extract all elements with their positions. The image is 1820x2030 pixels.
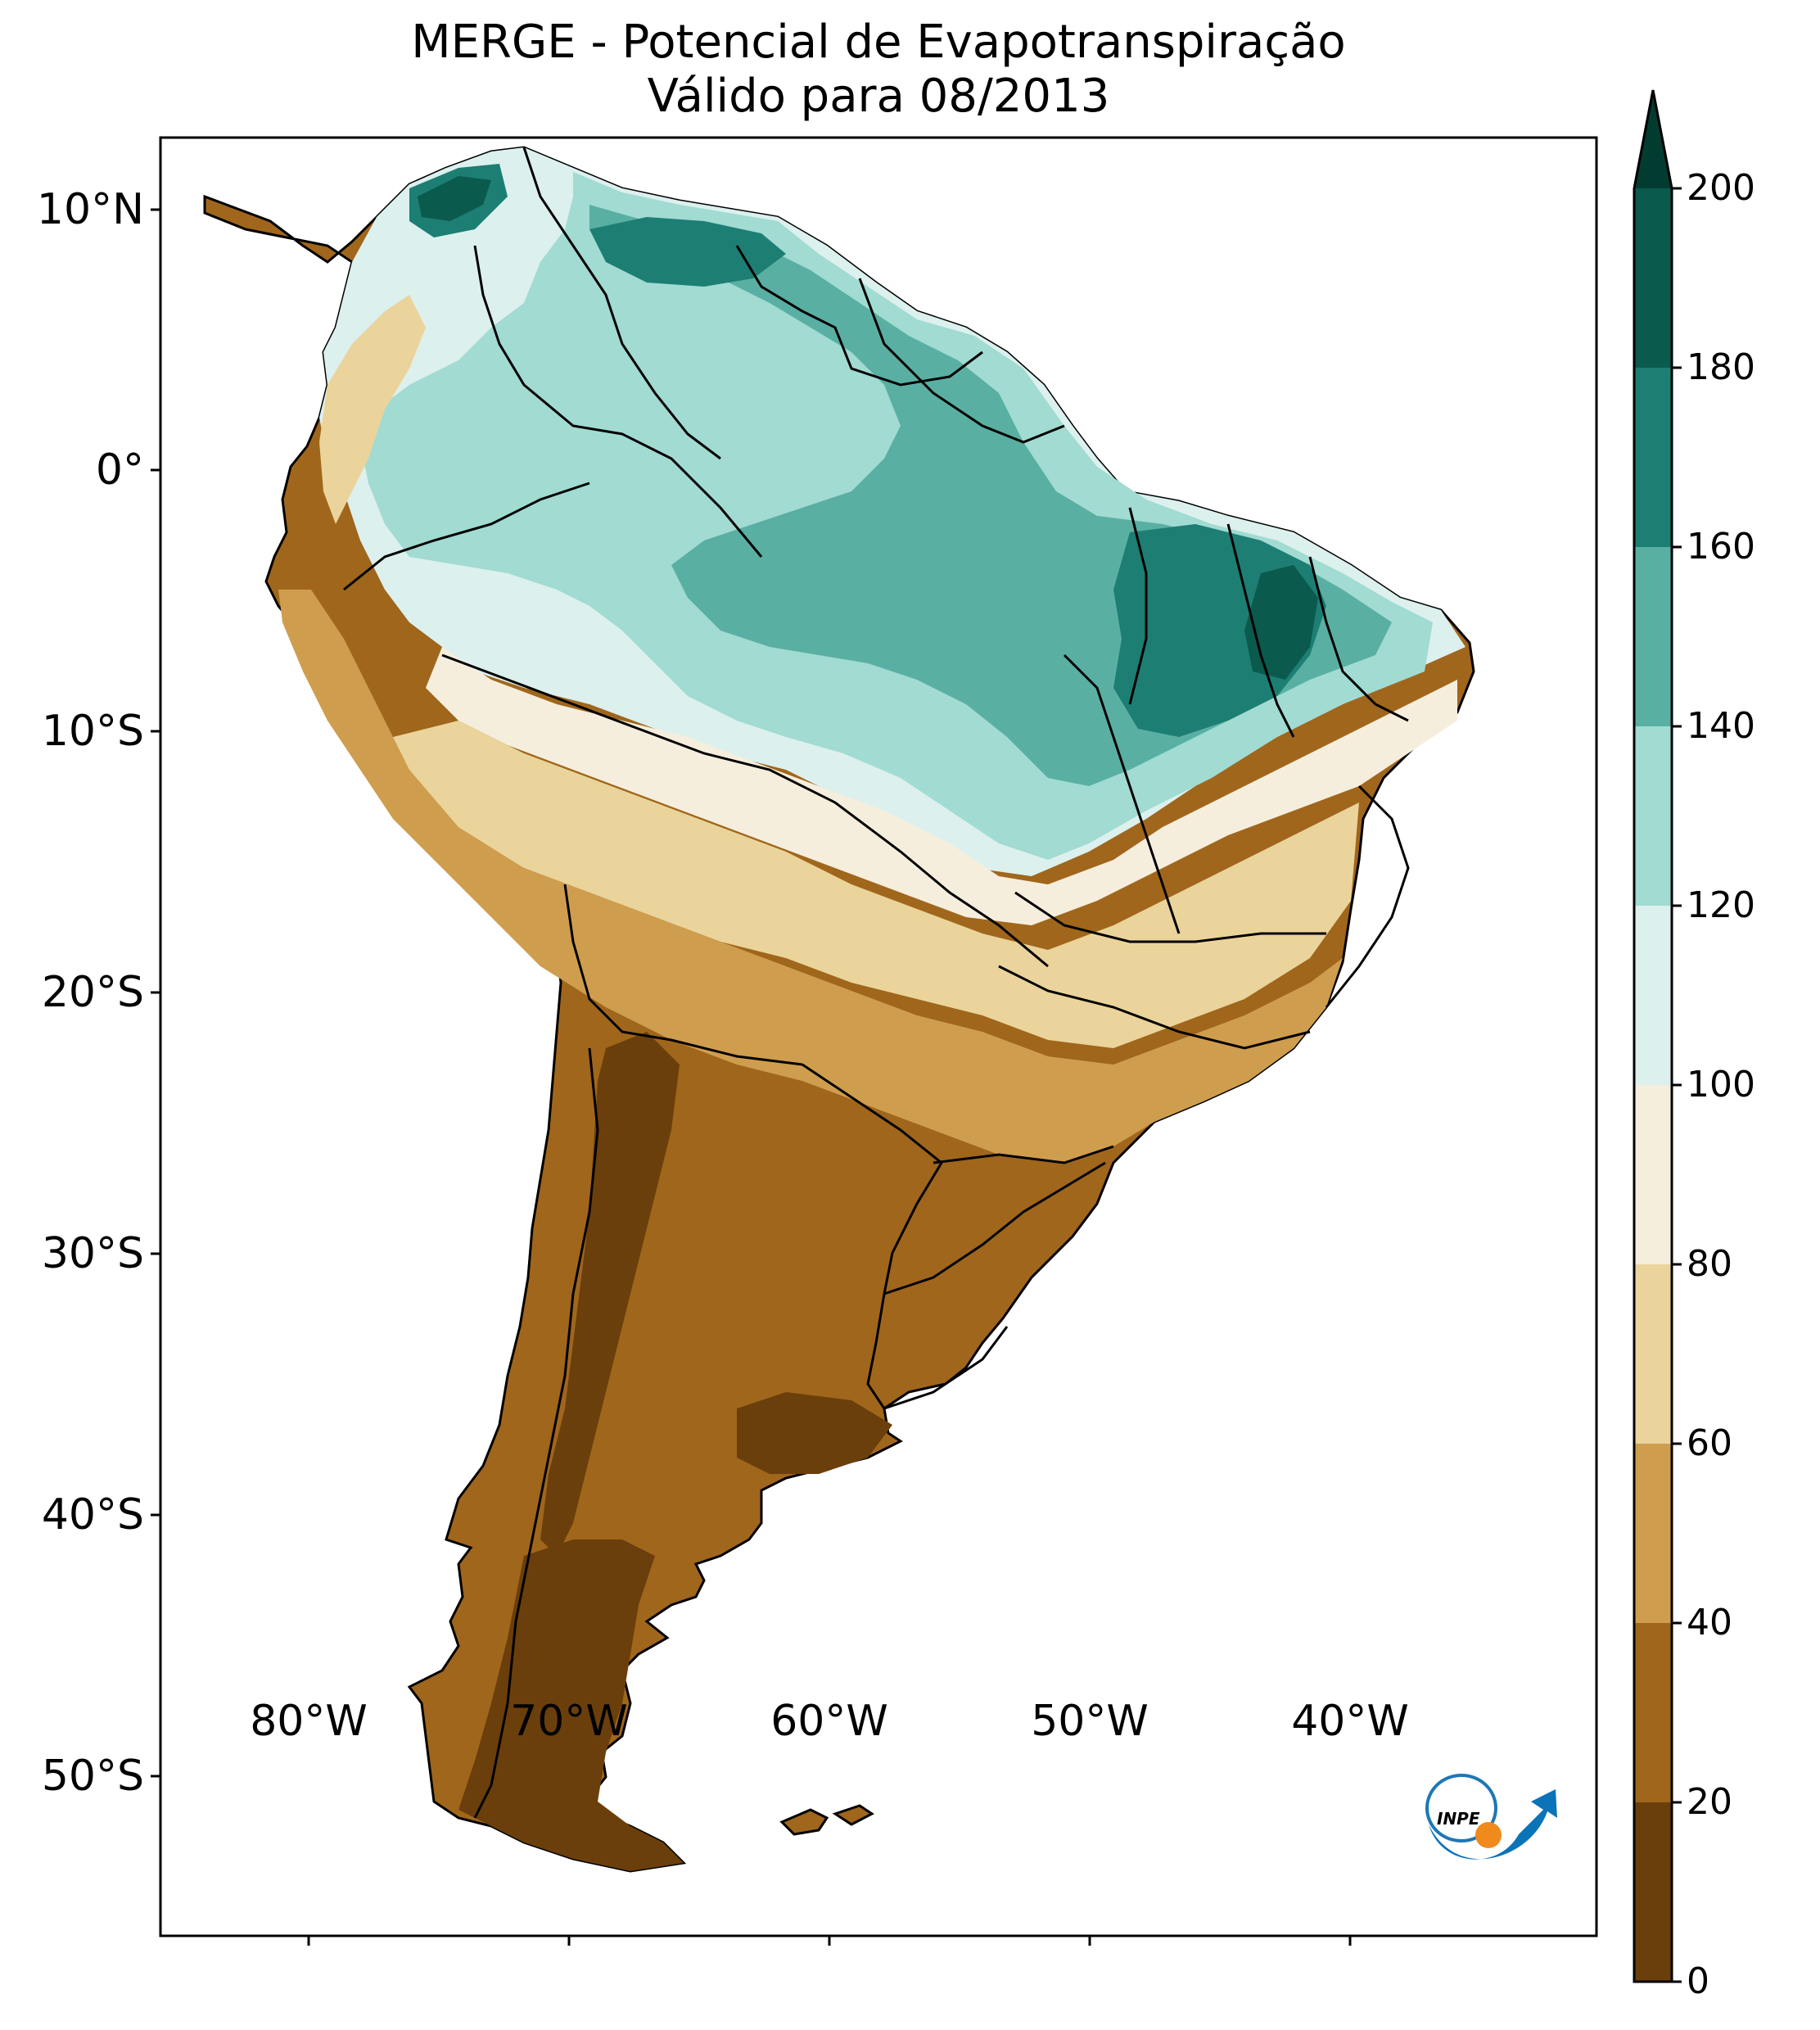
inpe-logo: INPE (1425, 1774, 1557, 1860)
map-title: MERGE - Potencial de Evapotranspiração (411, 16, 1346, 69)
lon-label-60w: 60°W (770, 1697, 888, 1746)
colorbar-label-0: 0 (1687, 1960, 1709, 2002)
map-frame (159, 136, 1598, 1937)
region-180-200-peak (1244, 565, 1318, 680)
country-borders (343, 147, 1410, 1819)
colorbar-bin-160-180 (1634, 368, 1672, 547)
latitude-ticks (151, 208, 160, 1778)
lat-label-10n: 10°N (36, 185, 144, 234)
region-160-180-north (589, 217, 786, 287)
colorbar-label-40: 40 (1687, 1602, 1732, 1643)
colorbar-ticks (1672, 187, 1682, 1983)
longitude-ticks (307, 1936, 1352, 1946)
colorbar-label-100: 100 (1687, 1064, 1755, 1105)
colorbar-label-120: 120 (1687, 884, 1755, 926)
colorbar-bin-20-40 (1634, 1623, 1672, 1802)
region-60-80 (393, 721, 1359, 1048)
region-80-100 (426, 647, 1457, 925)
region-180-200-caribbean (418, 176, 491, 221)
lat-label-10s: 10°S (41, 707, 144, 756)
svg-text:INPE: INPE (1437, 1809, 1480, 1829)
region-60-80-andes (319, 295, 426, 524)
lat-label-30s: 30°S (41, 1229, 144, 1278)
colorbar-label-160: 160 (1687, 526, 1755, 567)
lat-label-40s: 40°S (41, 1490, 144, 1539)
colorbar-bin-40-60 (1634, 1444, 1672, 1623)
colorbar-label-20: 20 (1687, 1781, 1732, 1823)
colorbar-bin-180-200 (1634, 188, 1672, 368)
lat-label-50s: 50°S (41, 1752, 144, 1801)
lat-label-0: 0° (95, 445, 144, 495)
colorbar-bin-140-160 (1634, 547, 1672, 726)
region-40-60 (278, 590, 1343, 1163)
colorbar-bin-80-100 (1634, 1085, 1672, 1264)
colorbar (1633, 89, 1682, 1983)
colorbar-bin-0-20 (1634, 1802, 1672, 1982)
region-0-20-andes-central (540, 1032, 680, 1556)
colorbar-bin-60-80 (1634, 1264, 1672, 1444)
map-area (203, 146, 1475, 1873)
colorbar-bin-100-120 (1634, 906, 1672, 1085)
region-0-20-pampas (737, 1392, 892, 1474)
lon-label-50w: 50°W (1031, 1697, 1149, 1746)
colorbar-label-60: 60 (1687, 1422, 1732, 1464)
colorbar-bin-120-140 (1634, 726, 1672, 906)
lon-label-40w: 40°W (1291, 1697, 1409, 1746)
falkland-islands (779, 1804, 874, 1836)
map-subtitle: Válido para 08/2013 (647, 70, 1110, 123)
lon-label-70w: 70°W (510, 1697, 628, 1746)
colorbar-label-80: 80 (1687, 1243, 1732, 1285)
colorbar-extend-arrow (1634, 90, 1672, 188)
colorbar-label-200: 200 (1687, 167, 1755, 209)
lon-label-80w: 80°W (250, 1697, 368, 1746)
colorbar-outline (1633, 89, 1673, 1983)
colorbar-label-180: 180 (1687, 346, 1755, 388)
lat-label-20s: 20°S (41, 968, 144, 1017)
colorbar-label-140: 140 (1687, 705, 1755, 747)
